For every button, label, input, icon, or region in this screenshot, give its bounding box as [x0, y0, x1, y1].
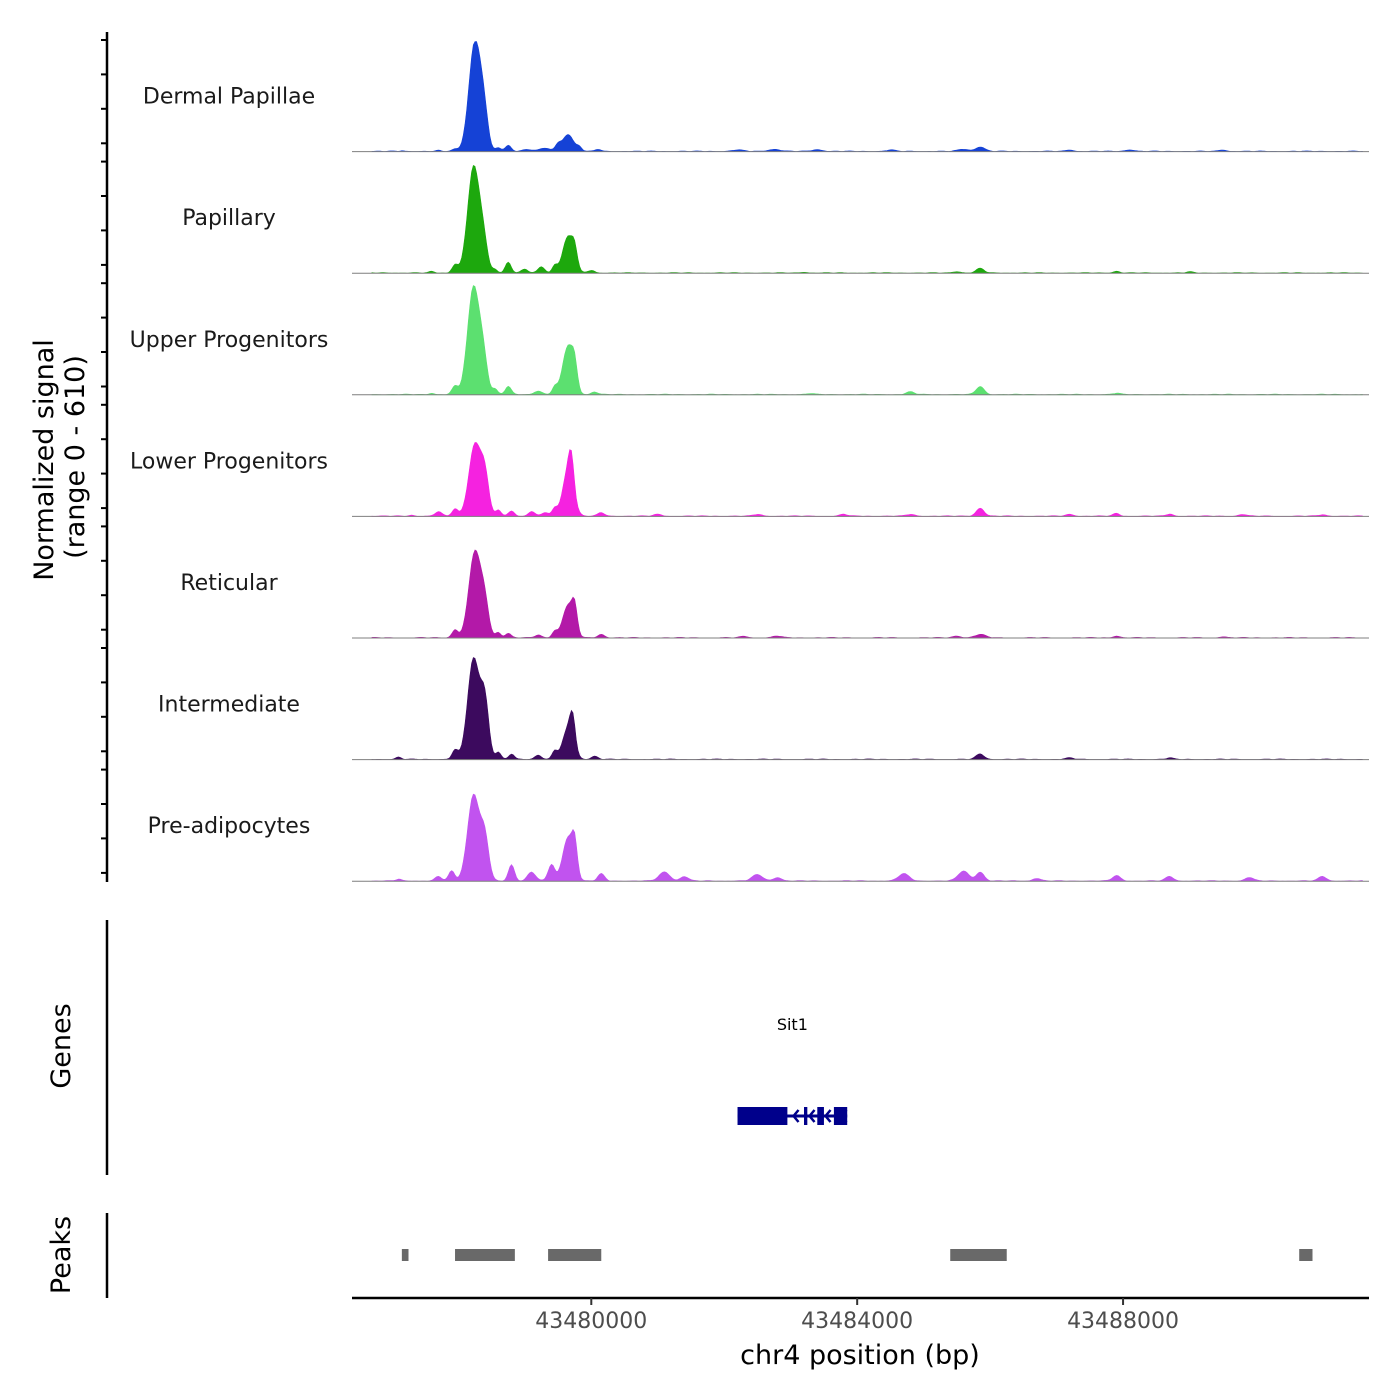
track-label: Lower Progenitors: [130, 449, 328, 474]
strand-arrow: [791, 1109, 800, 1123]
track-pre-adipocytes: Pre-adipocytes: [148, 793, 1369, 882]
track-label: Intermediate: [158, 693, 300, 718]
x-axis-ticks: 43480000 43484000 43488000: [535, 1298, 1179, 1334]
coverage-tracks: Dermal Papillae Papillary Upper Progenitor…: [130, 41, 1369, 882]
peak-region: [548, 1249, 602, 1261]
track-reticular: Reticular: [180, 549, 1369, 639]
strand-arrow: [839, 1109, 848, 1123]
y-axis-range: (range 0 - 610): [60, 355, 91, 559]
strand-arrow: [759, 1109, 768, 1123]
track-dermal-papillae: Dermal Papillae: [143, 41, 1369, 153]
track-label: Pre-adipocytes: [148, 814, 311, 839]
coverage-y-ticks: [101, 39, 107, 874]
peak-region: [1299, 1249, 1313, 1261]
coverage-area: [371, 657, 1363, 760]
track-upper-progenitors: Upper Progenitors: [130, 285, 1369, 396]
y-axis-title: Normalized signal: [29, 339, 60, 581]
coverage-area: [371, 164, 1363, 274]
gene-exon: [817, 1107, 824, 1125]
genes-track: Sit1: [737, 1015, 848, 1125]
track-intermediate: Intermediate: [158, 657, 1369, 761]
peaks-track: [401, 1249, 1313, 1261]
strand-arrow: [807, 1109, 816, 1123]
track-label: Upper Progenitors: [130, 328, 329, 353]
coverage-area: [371, 793, 1363, 882]
peak-region: [950, 1249, 1007, 1261]
genes-track-title: Genes: [46, 1003, 77, 1088]
strand-arrow: [823, 1109, 832, 1123]
x-axis-title: chr4 position (bp): [740, 1340, 980, 1371]
coverage-area: [371, 285, 1363, 396]
strand-arrow: [775, 1109, 784, 1123]
coverage-area: [371, 549, 1363, 639]
strand-arrow: [743, 1109, 752, 1123]
x-tick-label: 43480000: [535, 1309, 647, 1334]
coverage-area: [371, 442, 1363, 517]
peak-region: [455, 1249, 515, 1261]
peaks-track-title: Peaks: [46, 1216, 77, 1294]
track-lower-progenitors: Lower Progenitors: [130, 442, 1369, 517]
gene-exon: [804, 1107, 808, 1125]
x-tick-label: 43484000: [801, 1309, 913, 1334]
peak-region: [401, 1249, 409, 1261]
track-papillary: Papillary: [182, 164, 1369, 274]
coverage-area: [371, 41, 1363, 152]
track-label: Reticular: [180, 571, 278, 596]
gene-label: Sit1: [777, 1015, 808, 1034]
x-tick-label: 43488000: [1067, 1309, 1179, 1334]
track-label: Dermal Papillae: [143, 85, 315, 110]
gene-sit1: Sit1: [737, 1015, 848, 1125]
track-label: Papillary: [182, 206, 276, 231]
